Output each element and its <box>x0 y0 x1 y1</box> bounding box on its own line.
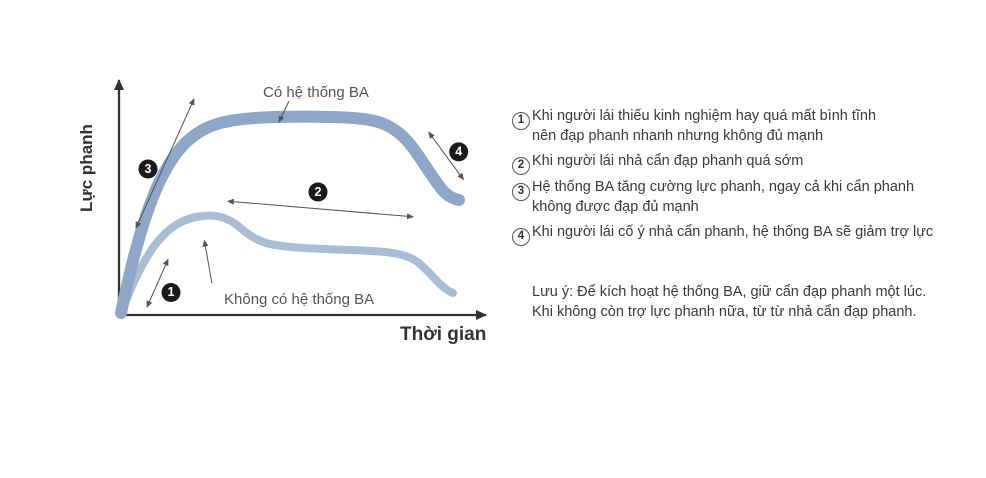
svg-text:3: 3 <box>145 162 152 176</box>
svg-text:Có hệ thống BA: Có hệ thống BA <box>263 84 369 101</box>
svg-text:Không có hệ thống BA: Không có hệ thống BA <box>224 291 374 308</box>
svg-text:Lực phanh: Lực phanh <box>77 124 96 212</box>
svg-text:2: 2 <box>315 185 322 199</box>
svg-text:Thời gian: Thời gian <box>400 324 486 345</box>
svg-text:4: 4 <box>455 145 462 159</box>
svg-text:1: 1 <box>168 285 175 299</box>
